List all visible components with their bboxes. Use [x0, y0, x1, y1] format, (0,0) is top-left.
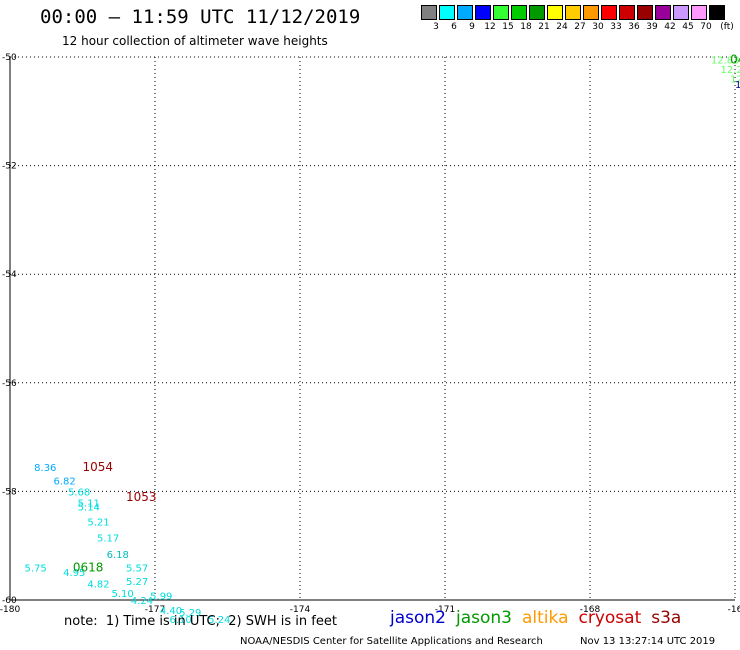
wave-height-value: 5.68 — [68, 487, 90, 498]
colorbar-label: 39 — [646, 22, 658, 32]
wave-height-value: 5.99 — [150, 592, 172, 603]
wave-height-value: 4.82 — [87, 580, 109, 591]
colorbar-swatch — [655, 5, 671, 20]
pass-time-label: 1053 — [126, 490, 157, 504]
footer: note: 1) Time is in UTC; 2) SWH is in fe… — [0, 608, 740, 650]
map-grid — [9, 56, 736, 601]
colorbar-label: 36 — [628, 22, 640, 32]
colorbar-label: 42 — [664, 22, 676, 32]
lon-tick-label: -168 — [580, 605, 601, 615]
wave-height-value: 5.27 — [126, 577, 148, 588]
colorbar-label: 27 — [574, 22, 586, 32]
wave-height-value: 12.24 — [721, 65, 740, 76]
lat-tick-label: -56 — [2, 379, 17, 389]
wave-height-value: 6.82 — [54, 477, 76, 488]
lat-tick-label: -60 — [2, 596, 17, 606]
wave-height-value: 5.14 — [78, 503, 100, 514]
colorbar-label: 45 — [682, 22, 694, 32]
lon-tick-label: -16 — [728, 605, 740, 615]
satellite-legend-item: jason3 — [456, 608, 512, 628]
satellite-legend: jason2 jason3 altika cryosat s3a — [390, 608, 691, 628]
wave-height-value: 11.47 — [735, 80, 740, 91]
colorbar-swatch — [583, 5, 599, 20]
colorbar-label: 21 — [538, 22, 550, 32]
colorbar-swatch — [529, 5, 545, 20]
lat-tick-label: -50 — [2, 53, 17, 63]
colorbar-label: 12 — [484, 22, 496, 32]
colorbar-label: 33 — [610, 22, 622, 32]
colorbar-swatch — [457, 5, 473, 20]
axis-ticks: -50 -52 -54 -56 -58 -60-180 -177 -174 -171 -168 -1… — [0, 53, 740, 615]
lon-tick-label: -180 — [0, 605, 20, 615]
wave-height-value: 5.57 — [126, 563, 148, 574]
credit-line: NOAA/NESDIS Center for Satellite Applica… — [240, 636, 543, 647]
satellite-legend-item: jason2 — [390, 608, 446, 628]
wave-height-value: 12.83 — [711, 56, 740, 67]
colorbar-unit: (ft) — [720, 22, 734, 32]
wave-height-value: 4.95 — [63, 568, 85, 579]
lon-tick-label: -177 — [145, 605, 165, 615]
wave-height-value: 4.24 — [131, 596, 153, 607]
colorbar-swatch — [691, 5, 707, 20]
lat-tick-label: -58 — [2, 487, 17, 497]
page-title: 00:00 – 11:59 UTC 11/12/2019 — [40, 6, 361, 28]
page-subtitle: 12 hour collection of altimeter wave hei… — [62, 34, 328, 48]
wave-height-value: 5.11 — [78, 498, 100, 509]
colorbar-swatch — [637, 5, 653, 20]
colorbar-swatch — [475, 5, 491, 20]
timestamp: Nov 13 13:27:14 UTC 2019 — [580, 636, 716, 647]
colorbar-label: 30 — [592, 22, 604, 32]
pass-time-label: 1054 — [83, 460, 114, 474]
satellite-legend-item: s3a — [651, 608, 682, 628]
colorbar-label: 6 — [451, 22, 457, 32]
colorbar-swatch — [493, 5, 509, 20]
colorbar-swatch — [601, 5, 617, 20]
pass-time-label: 0618 — [73, 560, 104, 574]
wave-height-value: 8.36 — [34, 463, 56, 474]
lon-tick-label: -174 — [290, 605, 311, 615]
wave-height-value: 5.75 — [25, 563, 47, 574]
wave-height-value: 5.24 — [208, 615, 230, 626]
satellite-legend-item: altika — [522, 608, 569, 628]
colorbar-swatch — [511, 5, 527, 20]
wave-height-value: 5.10 — [112, 589, 134, 600]
pass-time-label: 043 — [730, 53, 740, 67]
wave-height-value: 12.12 — [730, 75, 740, 86]
wave-height-value: 5.17 — [97, 534, 119, 545]
colorbar-label: 24 — [556, 22, 568, 32]
lat-tick-label: -52 — [2, 162, 17, 172]
colorbar-label: 18 — [520, 22, 532, 32]
colorbar-swatch — [709, 5, 725, 20]
colorbar-label: 70 — [700, 22, 712, 32]
wave-height-value: 4.40 — [160, 606, 182, 617]
colorbar-label: 9 — [469, 22, 475, 32]
lon-tick-label: -171 — [435, 605, 455, 615]
colorbar-swatch — [565, 5, 581, 20]
colorbar-swatch — [547, 5, 563, 20]
satellite-legend-item: cryosat — [578, 608, 642, 628]
colorbar-swatch — [673, 5, 689, 20]
colorbar-label: 15 — [502, 22, 514, 32]
colorbar-swatch — [619, 5, 635, 20]
wave-height-value: 6.10 — [170, 615, 192, 626]
wave-height-observations: 8.36 6.825.685.115.14 5.21 5.17 6.18 5.75 4.95… — [25, 56, 740, 626]
wave-height-value: 5.29 — [179, 608, 201, 619]
wave-height-value: 6.18 — [107, 550, 129, 561]
colorbar-swatch — [439, 5, 455, 20]
colorbar-swatch — [421, 5, 437, 20]
wave-height-value: 5.21 — [87, 517, 109, 528]
colorbar-label: 3 — [433, 22, 439, 32]
satellite-pass-labels: 1054 1053 0618 043 — [73, 53, 740, 575]
lat-tick-label: -54 — [2, 270, 17, 280]
footer-note: note: 1) Time is in UTC; 2) SWH is in fe… — [64, 614, 337, 629]
